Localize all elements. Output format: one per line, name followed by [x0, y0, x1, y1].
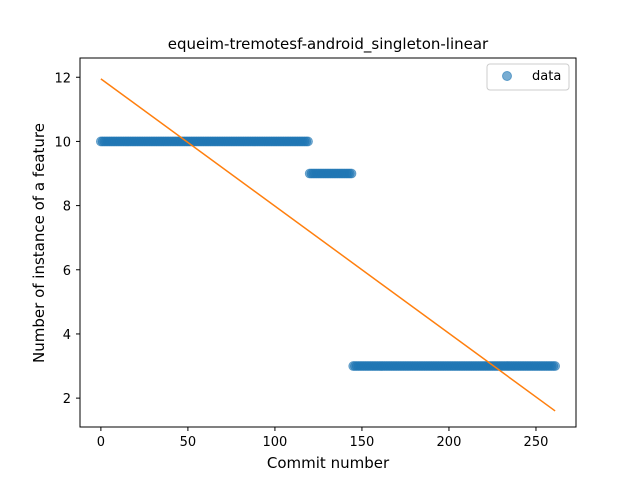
x-tick-label: 0	[97, 435, 105, 450]
x-tick-label: 100	[263, 435, 288, 450]
legend: data	[486, 63, 570, 91]
x-tick-label: 150	[350, 435, 375, 450]
y-tick-label: 4	[63, 328, 71, 343]
legend-box	[486, 63, 570, 91]
legend-marker-data	[502, 71, 512, 81]
plot-area	[79, 57, 577, 428]
chart-title: equeim-tremotesf-android_singleton-linea…	[168, 35, 489, 54]
y-tick-label: 12	[54, 71, 71, 86]
y-tick-label: 8	[63, 200, 71, 215]
fit-line	[100, 78, 556, 412]
fit-line-layer	[100, 78, 556, 412]
legend-label-data: data	[532, 69, 561, 84]
y-axis-label: Number of instance of a feature	[30, 123, 48, 363]
x-tick-label: 200	[437, 435, 462, 450]
x-tick-label: 250	[524, 435, 549, 450]
data-point	[346, 168, 357, 179]
y-tick-label: 2	[63, 392, 71, 407]
y-axis-ticks: 2 4 6 8 10 12	[54, 71, 80, 407]
data-point	[550, 361, 561, 371]
y-tick-label: 10	[54, 135, 71, 150]
data-points	[95, 136, 561, 371]
data-point	[303, 136, 313, 147]
x-axis-ticks: 0 50 100 150 200 250	[97, 427, 549, 450]
y-tick-label: 6	[63, 264, 71, 279]
x-tick-label: 50	[180, 435, 197, 450]
x-axis-label: Commit number	[267, 454, 390, 472]
